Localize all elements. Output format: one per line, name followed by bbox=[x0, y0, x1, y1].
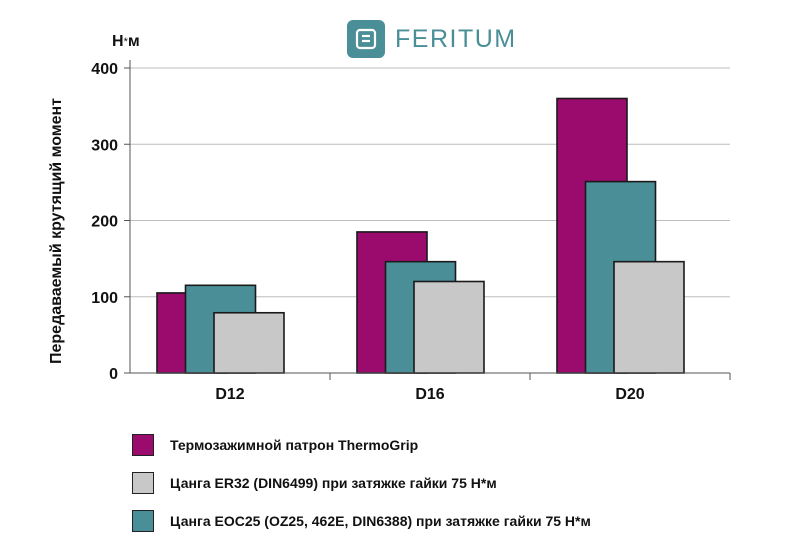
brand-name: FERITUM bbox=[395, 24, 517, 53]
y-tick-label: 0 bbox=[109, 366, 118, 383]
legend-item: Цанга ER32 (DIN6499) при затяжке гайки 7… bbox=[132, 464, 591, 502]
bar bbox=[613, 260, 685, 374]
x-tick-label: D12 bbox=[215, 386, 244, 403]
bar bbox=[213, 311, 285, 374]
x-tick-label: D20 bbox=[615, 386, 644, 403]
y-tick-label: 100 bbox=[91, 290, 118, 307]
y-axis-unit: Н*м bbox=[112, 33, 140, 50]
legend-swatch bbox=[132, 510, 154, 532]
axis-labels: 0 100 200 300 400 D12 D16 D20 bbox=[91, 61, 644, 403]
legend-item: Термозажимной патрон ThermoGrip bbox=[132, 426, 591, 464]
brand-logo: FERITUM bbox=[347, 20, 517, 58]
legend-swatch bbox=[132, 434, 154, 456]
legend-label: Цанга ER32 (DIN6499) при затяжке гайки 7… bbox=[170, 475, 497, 491]
bar-chart: 0 100 200 300 400 D12 D16 D20 bbox=[91, 60, 731, 403]
y-tick-label: 400 bbox=[91, 61, 118, 78]
legend-item: Цанга EOC25 (OZ25, 462E, DIN6388) при за… bbox=[132, 502, 591, 540]
legend-label: Термозажимной патрон ThermoGrip bbox=[170, 437, 419, 453]
legend: Термозажимной патрон ThermoGrip Цанга ER3… bbox=[132, 426, 591, 540]
legend-swatch bbox=[132, 472, 154, 494]
legend-label: Цанга EOC25 (OZ25, 462E, DIN6388) при за… bbox=[170, 513, 591, 529]
brand-logo-icon bbox=[347, 20, 385, 58]
bar bbox=[413, 280, 485, 374]
bars bbox=[156, 97, 685, 374]
x-tick-label: D16 bbox=[415, 386, 444, 403]
y-tick-label: 300 bbox=[91, 137, 118, 154]
y-tick-label: 200 bbox=[91, 214, 118, 231]
axes bbox=[124, 60, 731, 380]
